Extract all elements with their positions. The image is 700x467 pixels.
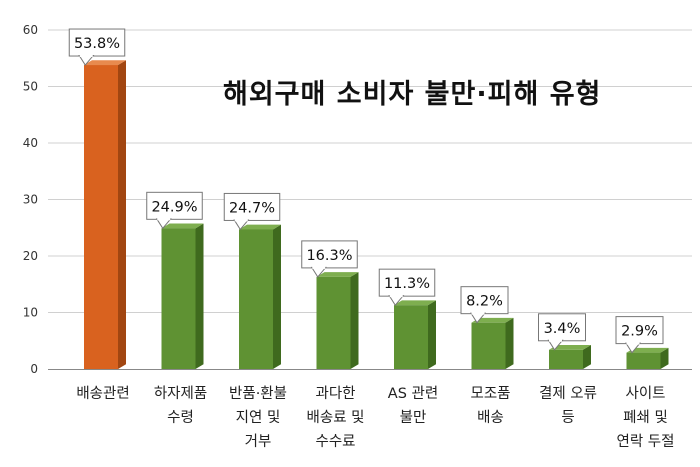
x-tick-label: AS 관련 불만 <box>387 386 439 426</box>
bar-top <box>471 317 514 323</box>
data-label-callout: 8.2% <box>460 286 509 324</box>
x-tick-label: 사이트 폐쇄 및 연락 두절 <box>616 386 675 450</box>
y-tick-label: 40 <box>23 136 38 150</box>
bar-side <box>660 347 669 369</box>
bar-top <box>239 224 281 230</box>
bar-side <box>118 60 126 369</box>
bar <box>161 228 196 369</box>
data-label-callout: 11.3% <box>378 268 436 306</box>
data-label-callout: 24.9% <box>146 191 203 230</box>
data-label: 2.9% <box>621 324 658 340</box>
bar <box>394 305 428 369</box>
data-label: 3.4% <box>544 321 581 337</box>
bar <box>549 349 583 369</box>
data-label-box <box>68 28 126 57</box>
y-tick-label: 0 <box>30 362 38 376</box>
data-label-callout: 53.8% <box>68 28 126 66</box>
bar <box>316 276 351 369</box>
data-label-box <box>223 192 281 221</box>
bar-top <box>626 347 669 353</box>
x-tick-label: 과다한 배송료 및 수수료 <box>306 386 365 450</box>
data-label: 8.2% <box>466 294 503 310</box>
bar-top <box>84 60 126 66</box>
data-label-callout: 2.9% <box>615 316 664 354</box>
x-tick-label: 배송관련 <box>76 386 130 402</box>
data-label-box <box>378 268 436 297</box>
data-label-box <box>301 240 358 269</box>
bar <box>239 229 273 369</box>
bar-side <box>583 344 591 369</box>
data-label-box <box>615 316 664 345</box>
data-label-box <box>538 313 586 342</box>
bar <box>84 65 118 369</box>
y-tick-label: 30 <box>23 193 38 207</box>
x-tick-label: 하자제품 수령 <box>153 386 208 426</box>
bar-side <box>195 223 204 369</box>
chart-title: 해외구매 소비자 불만·피해 유형 <box>223 79 602 110</box>
data-label-box <box>146 191 203 220</box>
bar <box>471 322 506 369</box>
x-tick-label: 모조품 배송 <box>470 386 511 426</box>
bar-side <box>273 224 281 369</box>
x-tick-label: 반품·환불 지연 및 거부 <box>229 386 287 450</box>
bar-side <box>505 317 514 369</box>
data-label-callout: 16.3% <box>301 240 358 278</box>
y-tick-label: 50 <box>23 80 38 94</box>
bar-side <box>428 300 436 369</box>
bar-top <box>161 223 204 229</box>
x-tick-label: 결제 오류 등 <box>539 386 597 426</box>
bar-top <box>316 272 359 277</box>
data-label: 16.3% <box>306 248 352 264</box>
data-label: 53.8% <box>74 36 120 52</box>
data-label-callout: 24.7% <box>223 192 281 231</box>
y-tick-label: 60 <box>23 23 38 37</box>
bar-top <box>549 344 591 350</box>
data-label-callout: 3.4% <box>538 313 586 351</box>
bar <box>626 352 661 369</box>
bar-side <box>350 272 359 369</box>
data-label: 24.7% <box>229 200 275 216</box>
data-label: 11.3% <box>384 276 430 292</box>
data-label-box <box>460 286 509 315</box>
y-tick-label: 20 <box>23 249 38 263</box>
bar-top <box>394 300 436 306</box>
data-label: 24.9% <box>151 199 197 215</box>
y-tick-label: 10 <box>23 306 38 320</box>
